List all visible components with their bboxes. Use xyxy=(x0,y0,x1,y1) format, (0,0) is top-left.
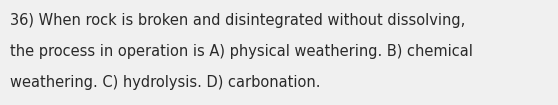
Text: weathering. C) hydrolysis. D) carbonation.: weathering. C) hydrolysis. D) carbonatio… xyxy=(10,75,320,90)
Text: the process in operation is A) physical weathering. B) chemical: the process in operation is A) physical … xyxy=(10,44,473,59)
Text: 36) When rock is broken and disintegrated without dissolving,: 36) When rock is broken and disintegrate… xyxy=(10,13,465,28)
